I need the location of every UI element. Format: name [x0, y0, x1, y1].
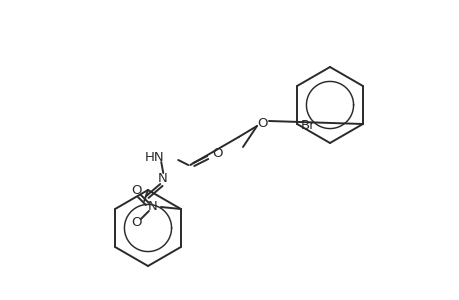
- Text: N: N: [157, 172, 167, 185]
- Text: Br: Br: [301, 118, 315, 131]
- Text: N: N: [148, 200, 157, 214]
- Text: O: O: [212, 146, 222, 160]
- Text: O: O: [131, 184, 142, 197]
- Text: O: O: [257, 116, 268, 130]
- Text: O: O: [131, 217, 142, 230]
- Text: HN: HN: [144, 151, 164, 164]
